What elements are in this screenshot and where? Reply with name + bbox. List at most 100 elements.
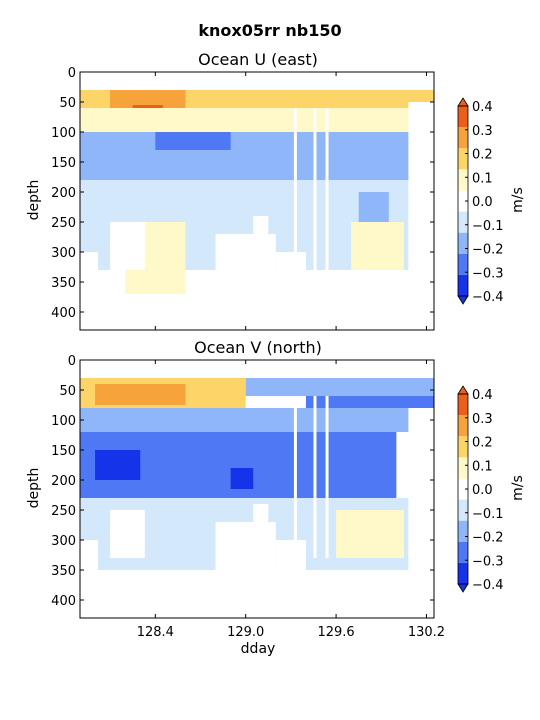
data-gap-streak: [325, 108, 329, 270]
y-tick-label: 400: [51, 594, 76, 609]
heatmap-cell: [351, 222, 404, 270]
y-tick-label: 150: [51, 444, 76, 459]
colorbar-extend-min: [457, 295, 469, 305]
x-tick-label: 129.6: [317, 625, 354, 640]
colorbar-tick-label: 0.4: [472, 388, 493, 403]
data-gap-streak: [313, 108, 317, 270]
y-tick-label: 350: [51, 564, 76, 579]
heatmap-cell: [358, 192, 389, 222]
colorbar-segment: [458, 106, 468, 128]
no-data-region: [80, 252, 99, 330]
heatmap-cell: [110, 90, 186, 111]
y-tick-label: 50: [59, 96, 76, 111]
colorbar-tick-label: 0.1: [472, 171, 493, 186]
no-data-region: [253, 216, 269, 240]
heatmap-cell: [80, 108, 434, 132]
colorbar-extend-min: [457, 583, 469, 593]
colorbar-tick-label: −0.3: [472, 266, 504, 281]
y-tick-label: 100: [51, 126, 76, 141]
heatmap-cell: [321, 90, 382, 102]
colorbar-tick-label: 0.3: [472, 412, 493, 427]
y-tick-label: 300: [51, 246, 76, 261]
no-data-region: [80, 297, 434, 330]
heatmap-cell: [245, 378, 434, 396]
colorbar-segment: [458, 274, 468, 296]
heatmap-cell: [80, 408, 434, 432]
no-data-region: [215, 522, 276, 585]
x-axis-label: dday: [241, 641, 276, 657]
heatmap-cell: [336, 510, 404, 558]
colorbar-segment: [458, 127, 468, 149]
x-tick-label: 128.4: [137, 625, 174, 640]
panel-ocean-v: Ocean V (north) 0 50 100 150 200 250 300 350 400…: [26, 338, 526, 657]
y-tick-label: 250: [51, 216, 76, 231]
colorbar-segment: [458, 541, 468, 563]
panel-ocean-u: Ocean U (east) 050100150200250300350400 …: [26, 50, 526, 331]
colorbar-segment: [458, 478, 468, 500]
y-axis-label: depth: [26, 180, 42, 221]
heatmap-cell: [95, 384, 186, 405]
colorbar-segment: [458, 211, 468, 233]
y-tick-label: 250: [51, 504, 76, 519]
panel-title: Ocean V (north): [194, 338, 322, 357]
colorbar-tick-label: −0.2: [472, 243, 504, 258]
colorbar-tick-label: −0.4: [472, 578, 504, 593]
colorbar-tick-label: 0.4: [472, 100, 493, 115]
y-tick-label: 400: [51, 306, 76, 321]
y-tick-label: 300: [51, 534, 76, 549]
heatmap-field: [80, 360, 434, 618]
colorbar-tick-label: 0.2: [472, 148, 493, 163]
colorbar-extend-max: [457, 97, 469, 107]
colorbar-segment: [458, 520, 468, 542]
no-data-region: [110, 222, 145, 270]
y-tick-label: 100: [51, 414, 76, 429]
x-tick-label: 129.0: [227, 625, 264, 640]
y-tick-label: 50: [59, 384, 76, 399]
colorbar-label: m/s: [510, 475, 526, 501]
colorbar-segment: [458, 436, 468, 458]
colorbar-segment: [458, 253, 468, 275]
no-data-region: [80, 540, 99, 618]
data-gap-streak: [325, 396, 329, 558]
colorbar-tick-label: −0.2: [472, 531, 504, 546]
colorbar-tick-label: 0.2: [472, 436, 493, 451]
y-tick-label: 200: [51, 474, 76, 489]
colorbar-segment: [458, 169, 468, 191]
heatmap-cell: [95, 450, 141, 480]
y-tick-label: 350: [51, 276, 76, 291]
colorbar-tick-label: 0.1: [472, 459, 493, 474]
y-tick-label: 150: [51, 156, 76, 171]
no-data-region: [80, 585, 434, 618]
data-gap-streak: [293, 396, 297, 558]
y-tick-label: 200: [51, 186, 76, 201]
colorbar-tick-label: −0.1: [472, 219, 504, 234]
figure-title: knox05rr nb150: [198, 21, 341, 40]
y-tick-label: 0: [68, 66, 76, 81]
no-data-region: [253, 504, 269, 528]
heatmap-cell: [80, 132, 434, 180]
colorbar-segment: [458, 562, 468, 584]
colorbar-label: m/s: [510, 187, 526, 213]
heatmap-cell: [230, 468, 254, 489]
colorbar-tick-label: −0.1: [472, 507, 504, 522]
plot-frame: [79, 71, 435, 331]
colorbar-segment: [458, 190, 468, 212]
no-data-region: [215, 234, 276, 297]
data-gap-streak: [293, 108, 297, 270]
panel-title: Ocean U (east): [198, 50, 318, 69]
colorbar-segment: [458, 394, 468, 416]
colorbar-extend-max: [457, 385, 469, 395]
no-data-region: [110, 510, 145, 558]
colorbar-segment: [458, 415, 468, 437]
data-gap-streak: [313, 396, 317, 558]
x-tick-label: 130.2: [408, 625, 445, 640]
colorbar-tick-label: 0.0: [472, 483, 493, 498]
colorbar-segment: [458, 457, 468, 479]
colorbar-segment: [458, 499, 468, 521]
plot-frame: [79, 359, 435, 619]
colorbar-tick-label: −0.4: [472, 290, 504, 305]
no-data-region: [408, 102, 434, 312]
colorbar-tick-label: 0.0: [472, 195, 493, 210]
heatmap-cell: [155, 132, 231, 150]
